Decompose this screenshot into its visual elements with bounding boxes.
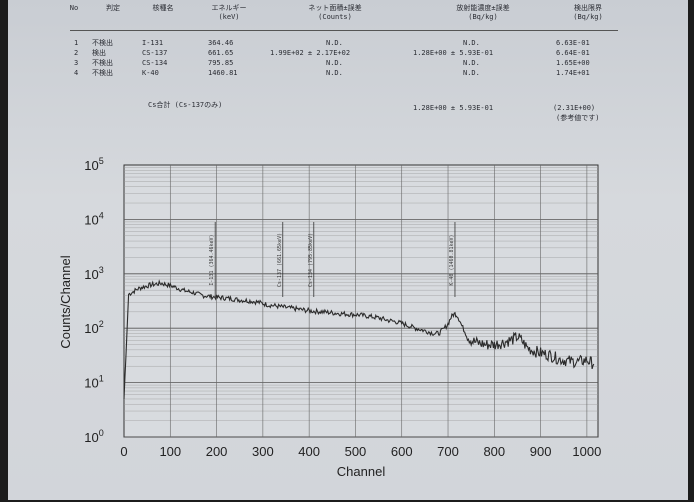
- x-tick-label: 100: [159, 444, 181, 459]
- y-tick-label: 105: [84, 156, 103, 173]
- table-cell-nuclide: I-131: [142, 39, 164, 47]
- x-tick-label: 500: [345, 444, 367, 459]
- table-cell-energy: 661.65: [208, 49, 234, 57]
- y-tick-exponent: 0: [99, 428, 104, 438]
- y-tick-exponent: 2: [99, 319, 104, 329]
- table-cell-conc: 1.28E+00 ± 5.93E-01: [413, 49, 494, 57]
- table-cell-limit: 1.74E+01: [556, 69, 590, 77]
- table-cell-no: 3: [74, 59, 79, 67]
- grid: [124, 165, 598, 438]
- x-tick-label: 700: [437, 444, 459, 459]
- table-cell-net: 1.99E+02 ± 2.17E+02: [270, 49, 351, 57]
- y-tick-label: 101: [84, 374, 103, 391]
- table-cell-nuclide: CS-134: [142, 59, 168, 67]
- y-tick-exponent: 1: [99, 374, 104, 384]
- x-axis-title: Channel: [337, 464, 386, 479]
- table-cell-energy: 795.85: [208, 59, 234, 67]
- peak-marker-label: K-40 (1460.81keV): [449, 234, 455, 285]
- y-axis-title: Counts/Channel: [58, 255, 73, 348]
- x-tick-label: 400: [298, 444, 320, 459]
- x-tick-label: 300: [252, 444, 274, 459]
- y-tick-label: 103: [84, 265, 103, 282]
- y-tick-label: 104: [84, 210, 103, 227]
- y-tick-exponent: 4: [99, 210, 104, 220]
- table-cell-judge: 不検出: [92, 59, 113, 67]
- y-tick-base: 10: [84, 376, 98, 391]
- table-cell-conc: N.D.: [463, 39, 480, 47]
- y-tick-exponent: 5: [99, 156, 104, 166]
- table-cell-no: 1: [74, 39, 79, 47]
- peak-marker-label: I-131 (364.46keV): [209, 234, 215, 285]
- x-tick-label: 0: [120, 444, 127, 459]
- x-tick-label: 200: [206, 444, 228, 459]
- document-paper: No 判定 核種名 エネルギー (keV) ネット面積±誤差 (Counts) …: [8, 0, 688, 500]
- col-header-concentration: 放射能濃度±誤差 (Bq/kg): [456, 4, 510, 21]
- peak-marker-label: Cs-134 (795.85keV): [308, 233, 314, 287]
- gamma-spectrum-chart: I-131 (364.46keV) Cs-137 (661.65keV) Cs-13…: [58, 156, 601, 479]
- results-table: No 判定 核種名 エネルギー (keV) ネット面積±誤差 (Counts) …: [8, 0, 688, 125]
- y-tick-base: 10: [84, 158, 98, 173]
- col-header-no: No: [69, 4, 79, 12]
- table-cell-conc: N.D.: [463, 69, 480, 77]
- y-tick-base: 10: [84, 321, 98, 336]
- table-cell-judge: 検出: [92, 49, 106, 57]
- peak-marker-label: Cs-137 (661.65keV): [277, 233, 283, 287]
- col-header-net-area: ネット面積±誤差 (Counts): [308, 4, 362, 21]
- y-tick-label: 102: [84, 319, 103, 336]
- table-cell-no: 4: [74, 69, 79, 77]
- peak-markers: I-131 (364.46keV) Cs-137 (661.65keV) Cs-13…: [209, 222, 456, 297]
- table-rule: [70, 30, 618, 31]
- table-cell-energy: 1460.81: [208, 69, 238, 77]
- total-note: (参考値です): [556, 114, 600, 122]
- table-cell-no: 2: [74, 49, 79, 57]
- table-cell-conc: N.D.: [463, 59, 480, 67]
- total-limit: (2.31E+00): [553, 104, 596, 112]
- col-header-judge: 判定: [106, 4, 120, 12]
- spectrum-line: [123, 279, 595, 400]
- total-concentration: 1.28E+00 ± 5.93E-01: [413, 104, 494, 112]
- table-cell-nuclide: K-40: [142, 69, 159, 77]
- col-header-nuclide: 核種名: [152, 4, 174, 12]
- col-header-detection-limit: 検出限界 (Bq/kg): [573, 4, 603, 21]
- y-tick-label: 100: [84, 428, 103, 445]
- x-tick-label: 800: [483, 444, 505, 459]
- y-tick-base: 10: [84, 267, 98, 282]
- table-cell-limit: 1.65E+00: [556, 59, 590, 67]
- y-tick-base: 10: [84, 430, 98, 445]
- table-cell-limit: 6.64E-01: [556, 49, 590, 57]
- table-cell-judge: 不検出: [92, 39, 113, 47]
- total-label: Cs合計 (Cs-137のみ): [148, 101, 223, 109]
- table-cell-judge: 不検出: [92, 69, 113, 77]
- x-axis-ticks: 0 100 200 300 400 500 600 700 800 900 1000: [120, 444, 601, 459]
- x-tick-label: 900: [530, 444, 552, 459]
- y-tick-base: 10: [84, 212, 98, 227]
- table-cell-net: N.D.: [326, 59, 343, 67]
- table-cell-net: N.D.: [326, 69, 343, 77]
- plot-area: [123, 164, 599, 438]
- x-tick-label: 600: [391, 444, 413, 459]
- table-cell-energy: 364.46: [208, 39, 234, 47]
- col-header-energy: エネルギー (keV): [211, 4, 247, 21]
- x-tick-label: 1000: [572, 444, 601, 459]
- table-cell-limit: 6.63E-01: [556, 39, 590, 47]
- table-cell-net: N.D.: [326, 39, 343, 47]
- y-tick-exponent: 3: [99, 265, 104, 275]
- table-cell-nuclide: CS-137: [142, 49, 168, 57]
